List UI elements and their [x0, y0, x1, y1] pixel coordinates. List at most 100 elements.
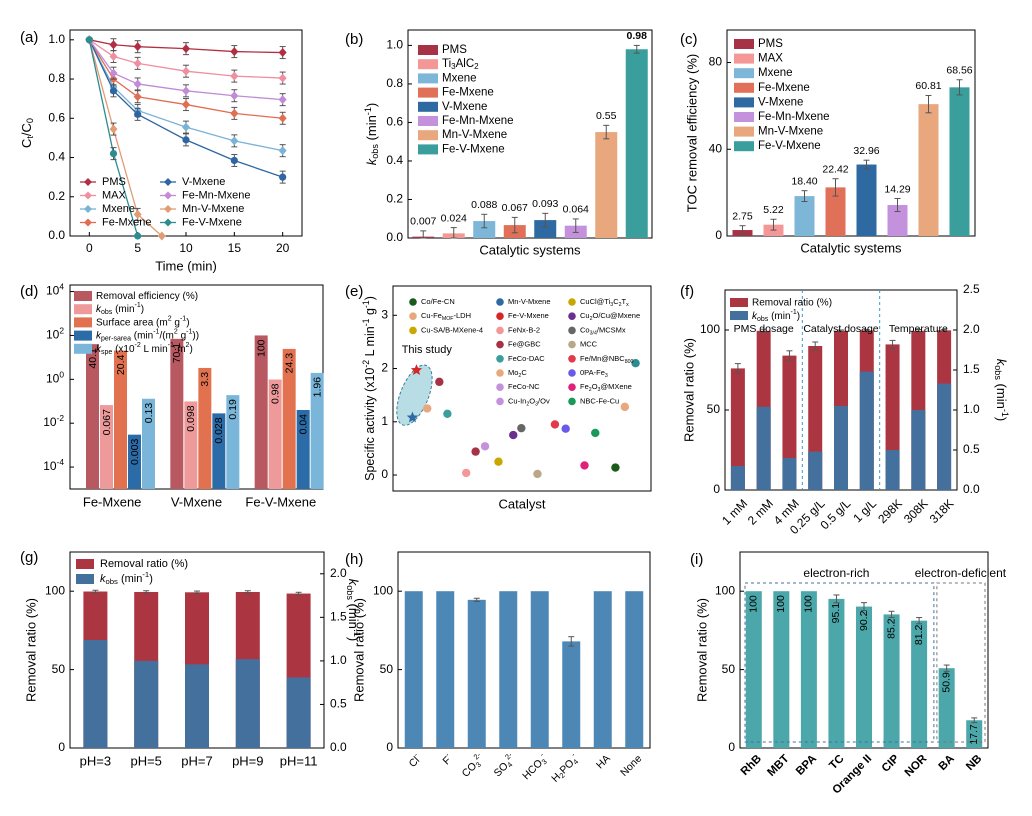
legend-swatch [730, 298, 748, 307]
y-tick-label: 0.2 [386, 192, 403, 206]
y-axis-label: TOC removal efficiency (%) [684, 54, 699, 212]
bar-removal [782, 355, 797, 490]
y-tick-label: 1 [381, 414, 388, 428]
x-tick-label: CIP [880, 752, 902, 774]
legend-swatch [418, 130, 438, 141]
legend-label: Mn-V-Mxene [508, 297, 551, 306]
legend-swatch [74, 291, 92, 301]
legend-label: Mxene [758, 67, 793, 79]
legend-label: Removal efficiency (%) [96, 291, 198, 302]
y-axis-label-right: kobs (min-1) [345, 579, 362, 642]
legend-swatch [734, 68, 754, 79]
bar [595, 132, 618, 238]
y-tick-label-right: 1.0 [330, 653, 347, 667]
y-tick-label-right: 2.0 [330, 566, 347, 580]
x-tick-label-part: 4 [505, 760, 514, 769]
legend-marker [496, 340, 504, 349]
bar [918, 104, 939, 237]
bar [436, 591, 455, 748]
bar [949, 87, 970, 236]
y-axis-label-part: /C [19, 123, 34, 136]
plot-frame-e [392, 285, 652, 492]
y-axis-label: Ct/C0 [19, 118, 35, 148]
x-tick-label: TC [827, 753, 846, 772]
data-label: 70.1 [171, 343, 183, 364]
legend-label: Fe-V-Mxene [442, 143, 505, 155]
group-label: Catalyst dosage [803, 323, 878, 335]
data-label: 32.96 [853, 145, 879, 157]
series-line [88, 39, 283, 119]
legend-label-part: obs [106, 577, 119, 586]
legend-label: V-Mxene [442, 101, 487, 113]
panel-label: (b) [345, 31, 363, 48]
legend-label-part: k [96, 304, 102, 315]
legend-label-part: Co/Fe-CN [421, 297, 455, 306]
x-axis-label: Catalytic systems [479, 242, 581, 257]
y-axis-label-part: -1 [361, 318, 371, 326]
legend-label-part: Mn-V-Mxene [508, 297, 551, 306]
data-point [278, 73, 287, 83]
bar [534, 220, 557, 238]
x-tick-label: F- [438, 750, 456, 768]
bar [625, 591, 644, 748]
x-tick-label: 298K [875, 496, 905, 526]
legend-label: Fe2O3@MXene [580, 382, 632, 393]
data-label: 18.40 [791, 175, 817, 187]
data-label: 85.2 [885, 618, 897, 639]
legend-label-part: (x10 [112, 343, 135, 354]
data-label: 100 [803, 595, 815, 613]
y-tick-label: 100 [46, 370, 64, 386]
x-tick-label: 10 [179, 241, 193, 255]
legend-swatch [418, 101, 438, 112]
legend-label-part: Fe [580, 382, 589, 391]
legend-label-part: Fe-V-Mxene [442, 143, 505, 155]
x-tick-label-part: 2- [503, 750, 514, 761]
legend-label-part: -1 [180, 315, 186, 322]
plot-frame-b [407, 29, 653, 239]
y-tick-label: 0.0 [48, 228, 65, 242]
data-label: 17.7 [968, 724, 980, 745]
y-tick-label-right: 0.5 [963, 442, 980, 456]
series-line [88, 39, 163, 237]
legend-label-part: MCC [580, 340, 598, 349]
bar-kobs [756, 406, 771, 490]
data-point [133, 42, 142, 52]
legend-label: Removal ratio (%) [752, 298, 832, 309]
data-point [462, 468, 471, 478]
legend-marker [496, 397, 504, 406]
legend-label-part: k [752, 311, 758, 322]
data-point [550, 420, 560, 429]
data-point [182, 136, 190, 144]
legend-label-part: AlC [456, 58, 475, 70]
y-tick-label: 50 [52, 662, 66, 676]
data-point [133, 92, 142, 102]
legend-label-part: -1 [791, 309, 797, 316]
y-axis-label-right-part: obs [993, 365, 1003, 380]
bar [562, 641, 581, 748]
panel-label: (e) [345, 283, 363, 300]
legend-label-part: 2 [589, 388, 592, 394]
legend-marker [84, 218, 92, 227]
y-tick-label-part: 4 [59, 282, 64, 292]
data-point [423, 404, 432, 413]
legend-label: kspe (x10-2 L min-1·m2) [96, 342, 193, 356]
bar [883, 614, 900, 748]
legend-label-part: 800 [625, 359, 634, 365]
legend-label: PMS [758, 38, 783, 50]
legend-label-part: per-sarea [101, 335, 131, 342]
legend-marker [84, 205, 92, 213]
data-point [517, 423, 526, 433]
y-axis-label: Removal ratio (%) [351, 598, 366, 702]
legend-label-part: (min [118, 573, 142, 585]
y-tick-label-right: 1.5 [330, 610, 347, 624]
legend-label-part: g [178, 330, 186, 341]
data-label: 0.024 [441, 212, 467, 224]
legend-label: MCC [580, 340, 598, 349]
legend-label: PMS [102, 176, 126, 188]
y-tick-label-right: 0.0 [330, 740, 347, 754]
legend-label-part: 3 [451, 62, 456, 71]
data-point [611, 463, 620, 472]
y-tick-label-part: 10 [43, 459, 57, 473]
legend-label-part: CuCl@Ti [580, 297, 611, 306]
y-tick-label: 0 [381, 467, 388, 481]
